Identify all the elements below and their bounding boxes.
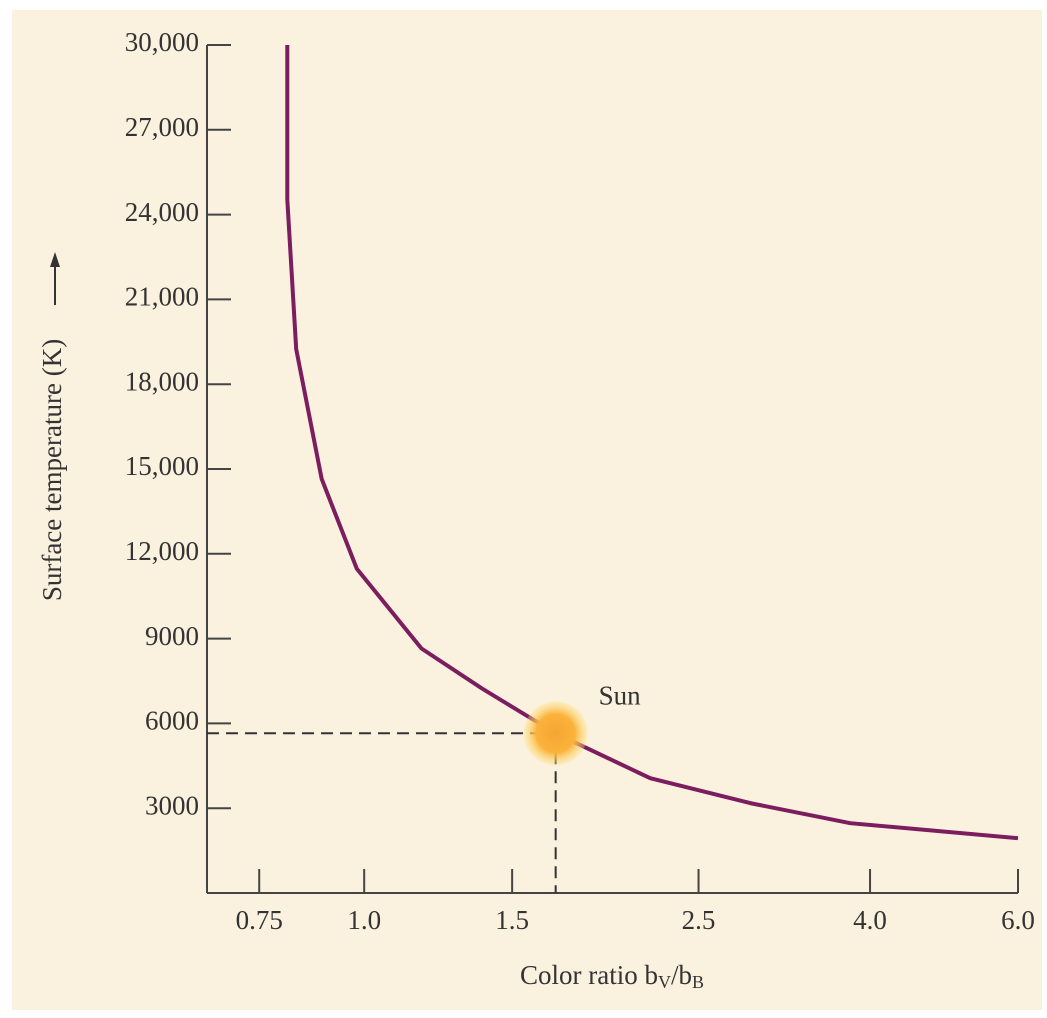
x-label-sub: B xyxy=(692,972,704,992)
y-tick-label: 6000 xyxy=(145,706,199,736)
x-tick-label: 1.0 xyxy=(347,905,381,935)
y-arrow-head xyxy=(50,252,60,267)
y-tick-label: 12,000 xyxy=(125,536,199,566)
y-tick-label: 18,000 xyxy=(125,366,199,396)
x-label-sub: V xyxy=(658,972,671,992)
y-tick-label: 24,000 xyxy=(125,197,199,227)
y-tick-label: 30,000 xyxy=(125,27,199,57)
y-tick-label: 9000 xyxy=(145,621,199,651)
x-tick-label: 4.0 xyxy=(853,905,887,935)
background xyxy=(12,10,1042,1010)
x-tick-label: 2.5 xyxy=(682,905,716,935)
x-label-part: /b xyxy=(671,960,692,990)
y-axis-label: Surface temperature (K) xyxy=(37,339,67,601)
curve xyxy=(285,45,1019,841)
x-axis-label: Color ratio bV/bB xyxy=(520,960,704,992)
y-tick-label: 21,000 xyxy=(125,282,199,312)
y-tick-label: 15,000 xyxy=(125,451,199,481)
x-tick-label: 6.0 xyxy=(1001,905,1035,935)
x-tick-label: 1.5 xyxy=(495,905,529,935)
x-label-part: Color ratio b xyxy=(520,960,658,990)
sun-label: Sun xyxy=(599,680,642,710)
y-label-group: Surface temperature (K) xyxy=(37,339,67,601)
x-tick-label: 0.75 xyxy=(236,905,283,935)
sun-marker xyxy=(523,701,588,766)
y-tick-label: 3000 xyxy=(145,790,199,820)
y-tick-label: 27,000 xyxy=(125,112,199,142)
